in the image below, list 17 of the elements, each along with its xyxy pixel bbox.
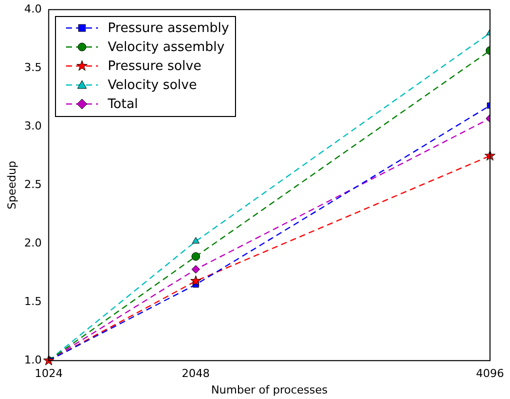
- y-tick-label: 4.0: [24, 2, 42, 16]
- y-tick-label: 2.0: [24, 236, 42, 250]
- y-axis-title: Speedup: [5, 160, 18, 210]
- legend-label: Pressure solve: [108, 58, 202, 74]
- y-tick-label: 3.0: [24, 119, 42, 132]
- legend-label: Total: [108, 96, 138, 112]
- y-tick-label: 3.5: [24, 60, 42, 74]
- x-axis-title: Number of processes: [211, 383, 328, 396]
- x-tick-label: 4096: [476, 367, 504, 380]
- legend-label: Velocity solve: [108, 78, 197, 93]
- legend-label: Velocity assembly: [108, 40, 225, 55]
- y-tick-label: 1.0: [24, 353, 42, 366]
- y-tick-label: 1.5: [24, 294, 42, 308]
- y-tick-label: 2.5: [24, 178, 42, 191]
- x-tick-label: 2048: [182, 367, 210, 380]
- x-tick-label: 1024: [34, 367, 63, 380]
- legend-label: Pressure assembly: [108, 20, 230, 36]
